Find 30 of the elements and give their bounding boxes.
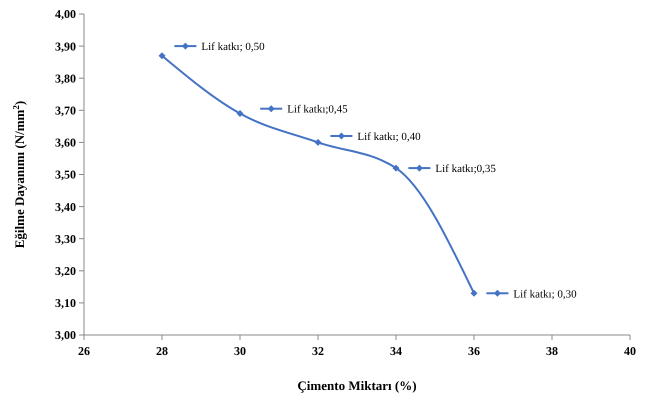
y-tick-label: 3,80 xyxy=(55,71,76,86)
y-tick-label: 4,00 xyxy=(55,7,76,22)
x-tick-label: 30 xyxy=(234,344,246,358)
x-tick-label: 34 xyxy=(390,344,402,358)
x-tick-label: 40 xyxy=(624,344,636,358)
y-tick-label: 3,70 xyxy=(55,104,76,118)
y-tick-label: 3,00 xyxy=(55,328,76,342)
annotation: Lif katkı; 0,40 xyxy=(357,130,422,143)
y-tick-label: 3,90 xyxy=(55,39,76,54)
point xyxy=(470,290,478,297)
x-axis-title: Çimento Miktarı (%) xyxy=(297,378,417,393)
point xyxy=(158,52,166,60)
y-tick-label: 3,40 xyxy=(55,200,76,214)
x-tick-label: 26 xyxy=(78,344,90,358)
annotation: Lif katkı; 0,30 xyxy=(513,288,578,300)
annotation: Lif katkı;0,35 xyxy=(435,163,496,176)
x-tick-label: 38 xyxy=(546,344,558,358)
annotation: Lif katkı;0,45 xyxy=(287,104,348,116)
y-tick-label: 3,50 xyxy=(55,168,76,182)
x-tick-label: 36 xyxy=(468,344,480,358)
point xyxy=(236,110,244,118)
y-tick-label: 3,30 xyxy=(55,232,76,246)
x-tick-label: 32 xyxy=(312,344,324,358)
annotation: Lif katkı; 0,50 xyxy=(201,41,266,54)
y-tick-label: 3,10 xyxy=(55,296,76,310)
point xyxy=(392,164,400,172)
y-tick-label: 3,60 xyxy=(55,136,76,150)
y-tick-label: 3,20 xyxy=(55,264,76,278)
x-tick-label: 28 xyxy=(156,344,168,358)
point xyxy=(314,138,322,146)
